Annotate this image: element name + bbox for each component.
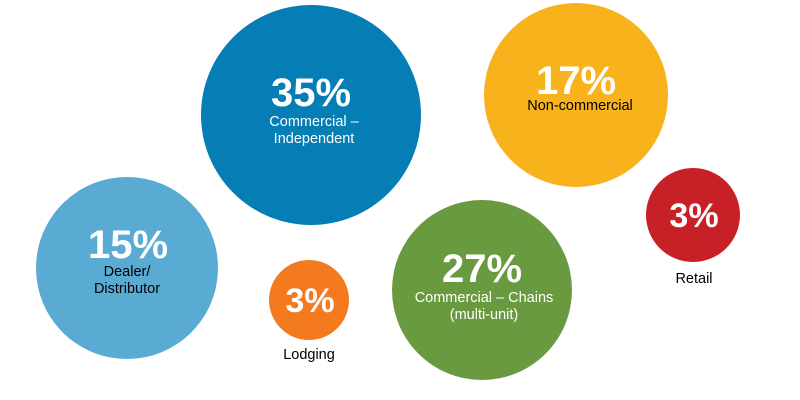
bubble-value-commercial-independent: 35% xyxy=(271,71,351,115)
bubble-dealer-distributor xyxy=(36,177,218,359)
bubble-label-chains-line2: (multi-unit) xyxy=(450,307,518,323)
bubble-label-dealer-line1: Dealer/ xyxy=(104,264,152,280)
bubble-label-commercial-independent-line2: Independent xyxy=(274,131,355,147)
bubble-label-lodging: Lodging xyxy=(283,347,335,363)
bubble-label-commercial-independent-line1: Commercial – xyxy=(269,114,359,130)
bubble-lodging xyxy=(269,260,349,340)
bubble-value-commercial-chains: 27% xyxy=(442,247,522,291)
bubble-value-non-commercial: 17% xyxy=(536,59,616,103)
bubble-retail xyxy=(646,168,740,262)
bubble-commercial-independent xyxy=(201,5,421,225)
bubble-value-dealer-distributor: 15% xyxy=(88,223,168,267)
bubble-commercial-chains xyxy=(392,200,572,380)
bubble-value-lodging: 3% xyxy=(285,282,334,320)
bubble-label-retail: Retail xyxy=(675,271,712,287)
bubble-label-dealer-line2: Distributor xyxy=(94,281,160,297)
bubble-label-chains-line1: Commercial – Chains xyxy=(415,290,554,306)
bubble-label-non-commercial: Non-commercial xyxy=(527,98,633,114)
bubble-non-commercial xyxy=(484,3,668,187)
bubble-value-retail: 3% xyxy=(669,197,718,235)
